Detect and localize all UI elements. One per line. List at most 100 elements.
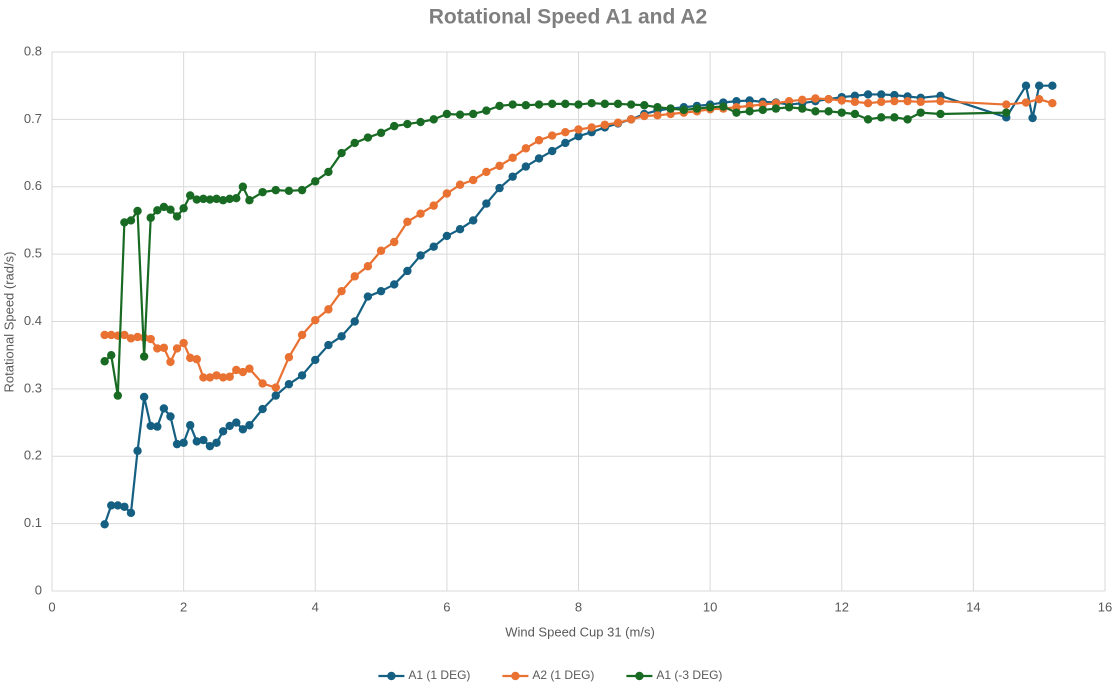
data-point	[495, 161, 504, 171]
data-point	[890, 90, 899, 100]
data-point	[469, 175, 478, 185]
x-tick-label: 6	[443, 599, 450, 614]
data-point	[245, 421, 254, 430]
data-point	[232, 194, 241, 203]
data-point	[120, 218, 129, 227]
data-point	[146, 334, 155, 344]
data-point	[212, 438, 221, 447]
data-point	[363, 262, 373, 271]
data-point	[146, 213, 155, 222]
data-point	[587, 123, 596, 132]
data-point	[587, 99, 596, 108]
data-point	[153, 344, 162, 353]
data-point	[403, 119, 412, 129]
data-point	[653, 103, 662, 112]
legend-label: A1 (-3 DEG)	[656, 668, 722, 682]
data-point	[1002, 108, 1011, 117]
data-point	[429, 242, 438, 251]
data-point	[133, 206, 142, 216]
data-point	[824, 94, 833, 104]
data-point	[258, 379, 267, 388]
data-point	[350, 272, 359, 281]
data-point	[100, 357, 109, 366]
data-point	[916, 97, 925, 107]
data-point	[850, 97, 860, 107]
data-point	[692, 104, 702, 113]
data-point	[705, 103, 715, 112]
data-point	[1034, 81, 1044, 90]
data-point	[126, 334, 136, 343]
data-point	[850, 109, 860, 119]
data-point	[113, 391, 123, 400]
data-point	[350, 138, 359, 148]
y-axis-label: Rotational Speed (rad/s)	[1, 252, 16, 393]
data-point	[613, 118, 623, 127]
data-point	[666, 104, 675, 113]
data-point	[482, 106, 491, 115]
data-point	[258, 404, 267, 414]
data-point	[482, 199, 491, 208]
data-point	[1048, 99, 1057, 108]
data-point	[159, 343, 169, 352]
data-point	[600, 99, 610, 109]
data-point	[613, 99, 623, 109]
data-point	[146, 421, 155, 431]
data-point	[199, 373, 208, 382]
data-point	[284, 186, 294, 195]
y-tick-label: 0.4	[24, 313, 42, 328]
data-point	[337, 286, 346, 296]
data-point	[508, 100, 517, 109]
data-point	[153, 206, 162, 215]
y-tick-label: 0.1	[24, 515, 42, 530]
data-point	[442, 231, 452, 241]
data-point	[311, 355, 320, 365]
x-tick-label: 8	[575, 599, 582, 614]
data-point	[653, 111, 662, 120]
data-point	[1028, 113, 1037, 123]
data-point	[837, 108, 846, 117]
series-line	[103, 102, 1007, 397]
data-point	[521, 162, 531, 171]
data-point	[186, 353, 195, 363]
data-point	[903, 115, 912, 124]
data-point	[139, 392, 149, 402]
data-point	[205, 195, 215, 204]
data-point	[218, 196, 228, 205]
data-point	[311, 177, 320, 186]
y-tick-label: 0.5	[24, 246, 42, 261]
data-point	[238, 182, 248, 191]
data-point	[455, 224, 465, 234]
data-point	[877, 97, 886, 107]
data-point	[758, 105, 767, 115]
legend-marker	[511, 671, 520, 681]
data-point	[113, 501, 123, 510]
data-point	[798, 95, 807, 105]
data-point	[429, 115, 438, 124]
data-point	[238, 425, 248, 434]
data-point	[824, 107, 833, 116]
data-point	[811, 107, 820, 116]
data-point	[455, 180, 465, 189]
data-point	[469, 216, 478, 225]
data-point	[271, 185, 280, 195]
data-point	[469, 109, 478, 119]
data-point	[192, 437, 201, 446]
data-point	[574, 132, 583, 141]
data-point	[376, 286, 386, 296]
data-point	[1021, 81, 1031, 90]
data-point	[903, 96, 912, 106]
data-point	[877, 113, 886, 122]
data-point	[179, 338, 188, 348]
data-point	[1021, 98, 1031, 107]
data-point	[732, 96, 741, 106]
data-point	[297, 371, 307, 380]
data-point	[297, 330, 307, 340]
data-point	[192, 355, 201, 364]
data-point	[284, 353, 294, 362]
data-point	[679, 105, 688, 115]
y-tick-label: 0.8	[24, 43, 42, 58]
data-point	[179, 204, 188, 213]
data-point	[225, 194, 234, 204]
data-point	[126, 508, 136, 518]
data-point	[890, 96, 899, 106]
